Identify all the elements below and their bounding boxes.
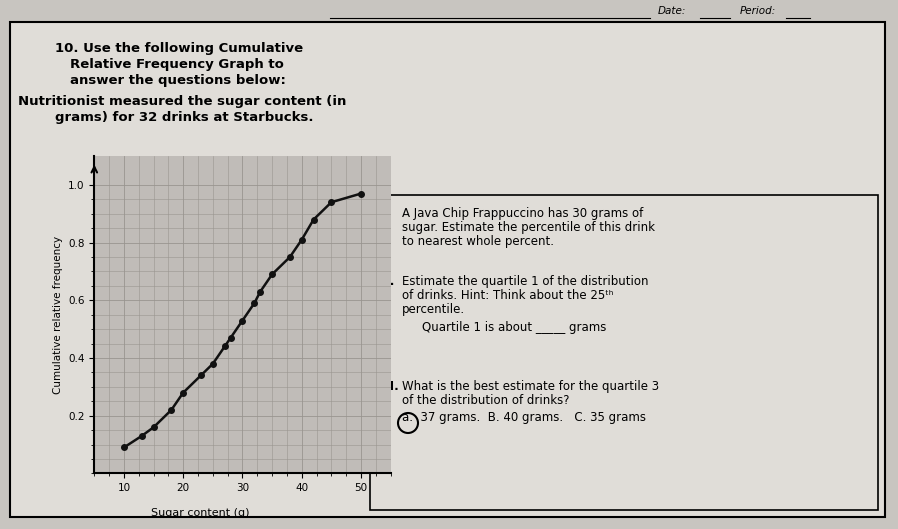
Text: grams) for 32 drinks at Starbucks.: grams) for 32 drinks at Starbucks.: [55, 111, 313, 124]
Bar: [370, 195, 878, 510]
Text: answer the questions below:: answer the questions below:: [70, 74, 286, 87]
Text: Nutritionist measured the sugar content (in: Nutritionist measured the sugar content …: [18, 95, 347, 108]
Text: Relative Frequency Graph to: Relative Frequency Graph to: [70, 58, 284, 71]
Text: II.: II.: [382, 275, 395, 288]
Text: to nearest whole percent.: to nearest whole percent.: [402, 235, 554, 248]
Text: of the distribution of drinks?: of the distribution of drinks?: [402, 394, 569, 407]
Text: Sugar content (g): Sugar content (g): [151, 508, 250, 518]
Text: 10. Use the following Cumulative: 10. Use the following Cumulative: [55, 42, 304, 55]
Y-axis label: Cumulative relative frequency: Cumulative relative frequency: [52, 236, 63, 394]
Text: What is the best estimate for the quartile 3: What is the best estimate for the quarti…: [402, 380, 659, 393]
Text: Quartile 1 is about _____ grams: Quartile 1 is about _____ grams: [422, 321, 606, 334]
Text: Estimate the quartile 1 of the distribution: Estimate the quartile 1 of the distribut…: [402, 275, 648, 288]
Text: Period:: Period:: [740, 6, 776, 16]
Text: I.: I.: [382, 207, 391, 220]
Text: of drinks. Hint: Think about the 25ᵗʰ: of drinks. Hint: Think about the 25ᵗʰ: [402, 289, 613, 302]
Text: A Java Chip Frappuccino has 30 grams of: A Java Chip Frappuccino has 30 grams of: [402, 207, 643, 220]
Text: a.  37 grams.  B. 40 grams.   C. 35 grams: a. 37 grams. B. 40 grams. C. 35 grams: [402, 411, 646, 424]
Text: percentile.: percentile.: [402, 303, 465, 316]
Text: sugar. Estimate the percentile of this drink: sugar. Estimate the percentile of this d…: [402, 221, 655, 234]
Text: III.: III.: [382, 380, 400, 393]
Text: Date:: Date:: [658, 6, 686, 16]
